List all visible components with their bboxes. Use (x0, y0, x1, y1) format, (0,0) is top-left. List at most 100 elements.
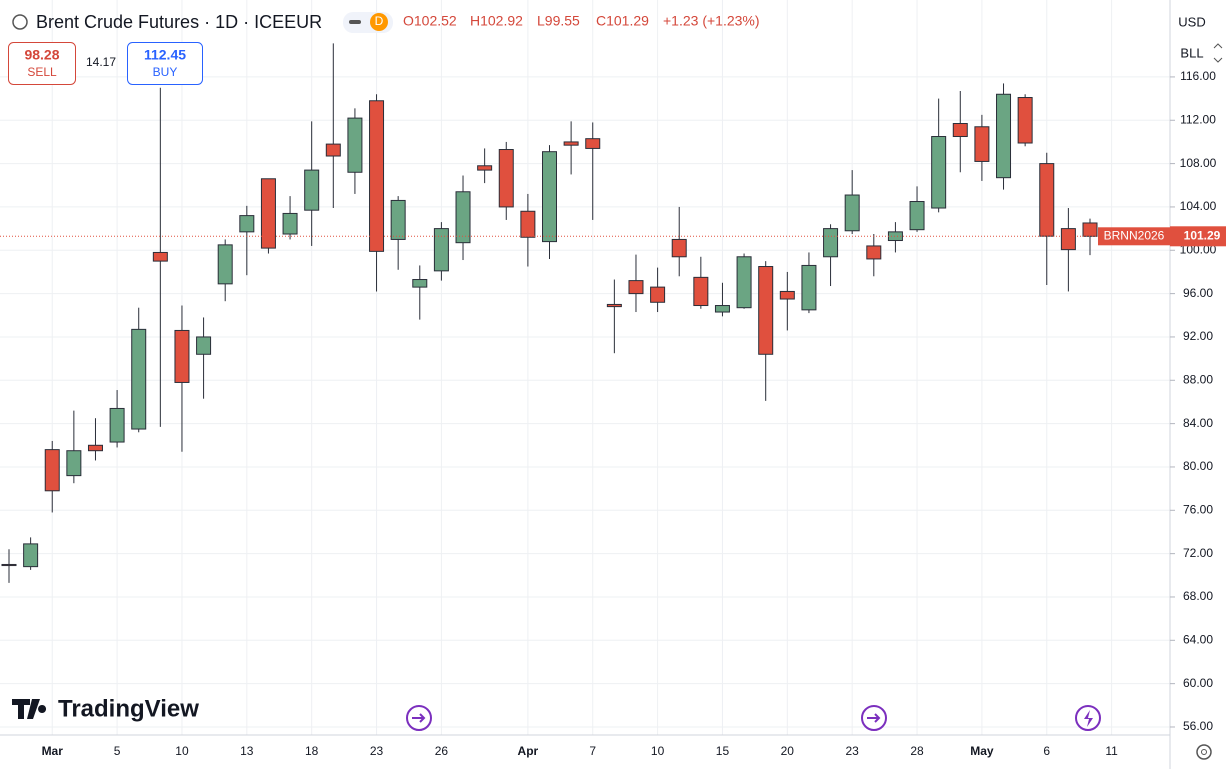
candle-body (347, 117, 363, 173)
candle-body (650, 286, 666, 303)
candle-body (433, 228, 449, 272)
candle-body (628, 280, 644, 295)
y-tick-label: 104.00 (1180, 199, 1217, 213)
candle-body (585, 138, 601, 149)
candle-body (239, 215, 255, 233)
candle-body (1039, 163, 1055, 237)
candle-body (801, 264, 817, 311)
ohlc-change: +1.23 (+1.23%) (663, 13, 760, 29)
sell-button[interactable] (8, 42, 76, 85)
unit-arrows (1213, 43, 1223, 63)
ohlc-open: O102.52 (403, 13, 457, 29)
price-tag (1170, 226, 1226, 247)
candle-body (1017, 97, 1033, 144)
candle-body (174, 329, 190, 383)
x-tick-label: 7 (589, 744, 596, 758)
event-icon[interactable] (1075, 705, 1101, 731)
y-tick-label: 84.00 (1183, 416, 1213, 430)
event-icon[interactable] (861, 705, 887, 731)
y-tick-label: 76.00 (1183, 502, 1213, 516)
candle-body (131, 328, 147, 430)
x-tick-label: 5 (114, 744, 121, 758)
x-tick-label: 13 (240, 744, 254, 758)
x-tick-label: 11 (1105, 744, 1118, 758)
x-tick-label: 26 (435, 744, 449, 758)
candle-body (996, 93, 1012, 179)
settings-icon[interactable] (1196, 744, 1212, 760)
spread: 14.17 (86, 55, 116, 69)
buy-label: BUY (153, 65, 178, 79)
candle-body (563, 141, 579, 146)
candle-body (952, 123, 968, 138)
candle-body (325, 143, 341, 157)
candle-body (390, 199, 406, 240)
candle-body (87, 444, 103, 452)
candle-body (758, 266, 774, 355)
candle-body (412, 279, 428, 288)
candle-body (520, 210, 536, 238)
symbol-tag-text: BRNN2026 (1104, 228, 1165, 242)
candle-body (779, 290, 795, 300)
x-tick-label: 28 (910, 744, 924, 758)
x-tick-label: 10 (175, 744, 189, 758)
x-tick-label: 23 (370, 744, 384, 758)
y-tick-label: 88.00 (1183, 372, 1213, 386)
x-tick-label: 10 (651, 744, 665, 758)
delay-badge-text: D (375, 14, 384, 28)
unit[interactable]: BLL (1180, 45, 1203, 60)
currency[interactable]: USD (1178, 14, 1205, 29)
candle-body (498, 149, 514, 208)
x-tick-label: Mar (42, 744, 64, 758)
buy-price: 112.45 (144, 47, 186, 63)
x-tick-label: 6 (1043, 744, 1050, 758)
candle-body (693, 276, 709, 307)
candle-body (542, 151, 557, 243)
y-tick-label: 112.00 (1180, 112, 1216, 126)
candle-body (823, 228, 839, 258)
symbol-tag (1098, 227, 1170, 246)
x-tick-label: 15 (716, 744, 730, 758)
candle-body (282, 212, 298, 235)
candle-body (736, 256, 752, 309)
candle-body (1060, 228, 1076, 251)
logo-text: TradingView (58, 695, 199, 722)
x-tick-label: 18 (305, 744, 319, 758)
candle-body (974, 126, 990, 162)
candle-body (260, 178, 276, 249)
status-dot (349, 20, 361, 24)
y-tick-label: 92.00 (1183, 329, 1213, 343)
candle-body (304, 169, 320, 211)
ohlc-close: C101.29 (596, 13, 649, 29)
plot-area (0, 0, 1170, 735)
candle-body (844, 194, 860, 232)
buy-button[interactable] (127, 42, 203, 85)
candle-body (909, 201, 925, 231)
candle-body (671, 238, 687, 258)
candle-body (23, 543, 39, 568)
price-tag-text: 101.29 (1184, 228, 1221, 242)
candle-body (1, 563, 17, 567)
collapse-icon[interactable] (12, 14, 28, 30)
candle-body (477, 165, 493, 171)
y-tick-label: 108.00 (1180, 156, 1217, 170)
candle-body (714, 305, 730, 313)
y-tick-label: 80.00 (1183, 459, 1213, 473)
x-tick-label: 23 (846, 744, 860, 758)
y-tick-label: 68.00 (1183, 589, 1213, 603)
candle-body (217, 244, 233, 285)
candle-body (109, 407, 125, 443)
y-tick-label: 64.00 (1183, 632, 1213, 646)
y-tick-label: 72.00 (1183, 546, 1213, 560)
candle-body (196, 336, 212, 355)
x-tick-label: Apr (518, 744, 539, 758)
event-icon[interactable] (406, 705, 432, 731)
candle-body (1082, 222, 1098, 237)
chart-title: Brent Crude Futures · 1D · ICEEUR (36, 12, 322, 32)
x-tick-label: 20 (781, 744, 795, 758)
x-tick-label: May (970, 744, 994, 758)
candle-body (369, 100, 385, 252)
sell-price: 98.28 (24, 47, 59, 63)
candle-body (455, 191, 471, 244)
logo-mark (12, 699, 47, 719)
